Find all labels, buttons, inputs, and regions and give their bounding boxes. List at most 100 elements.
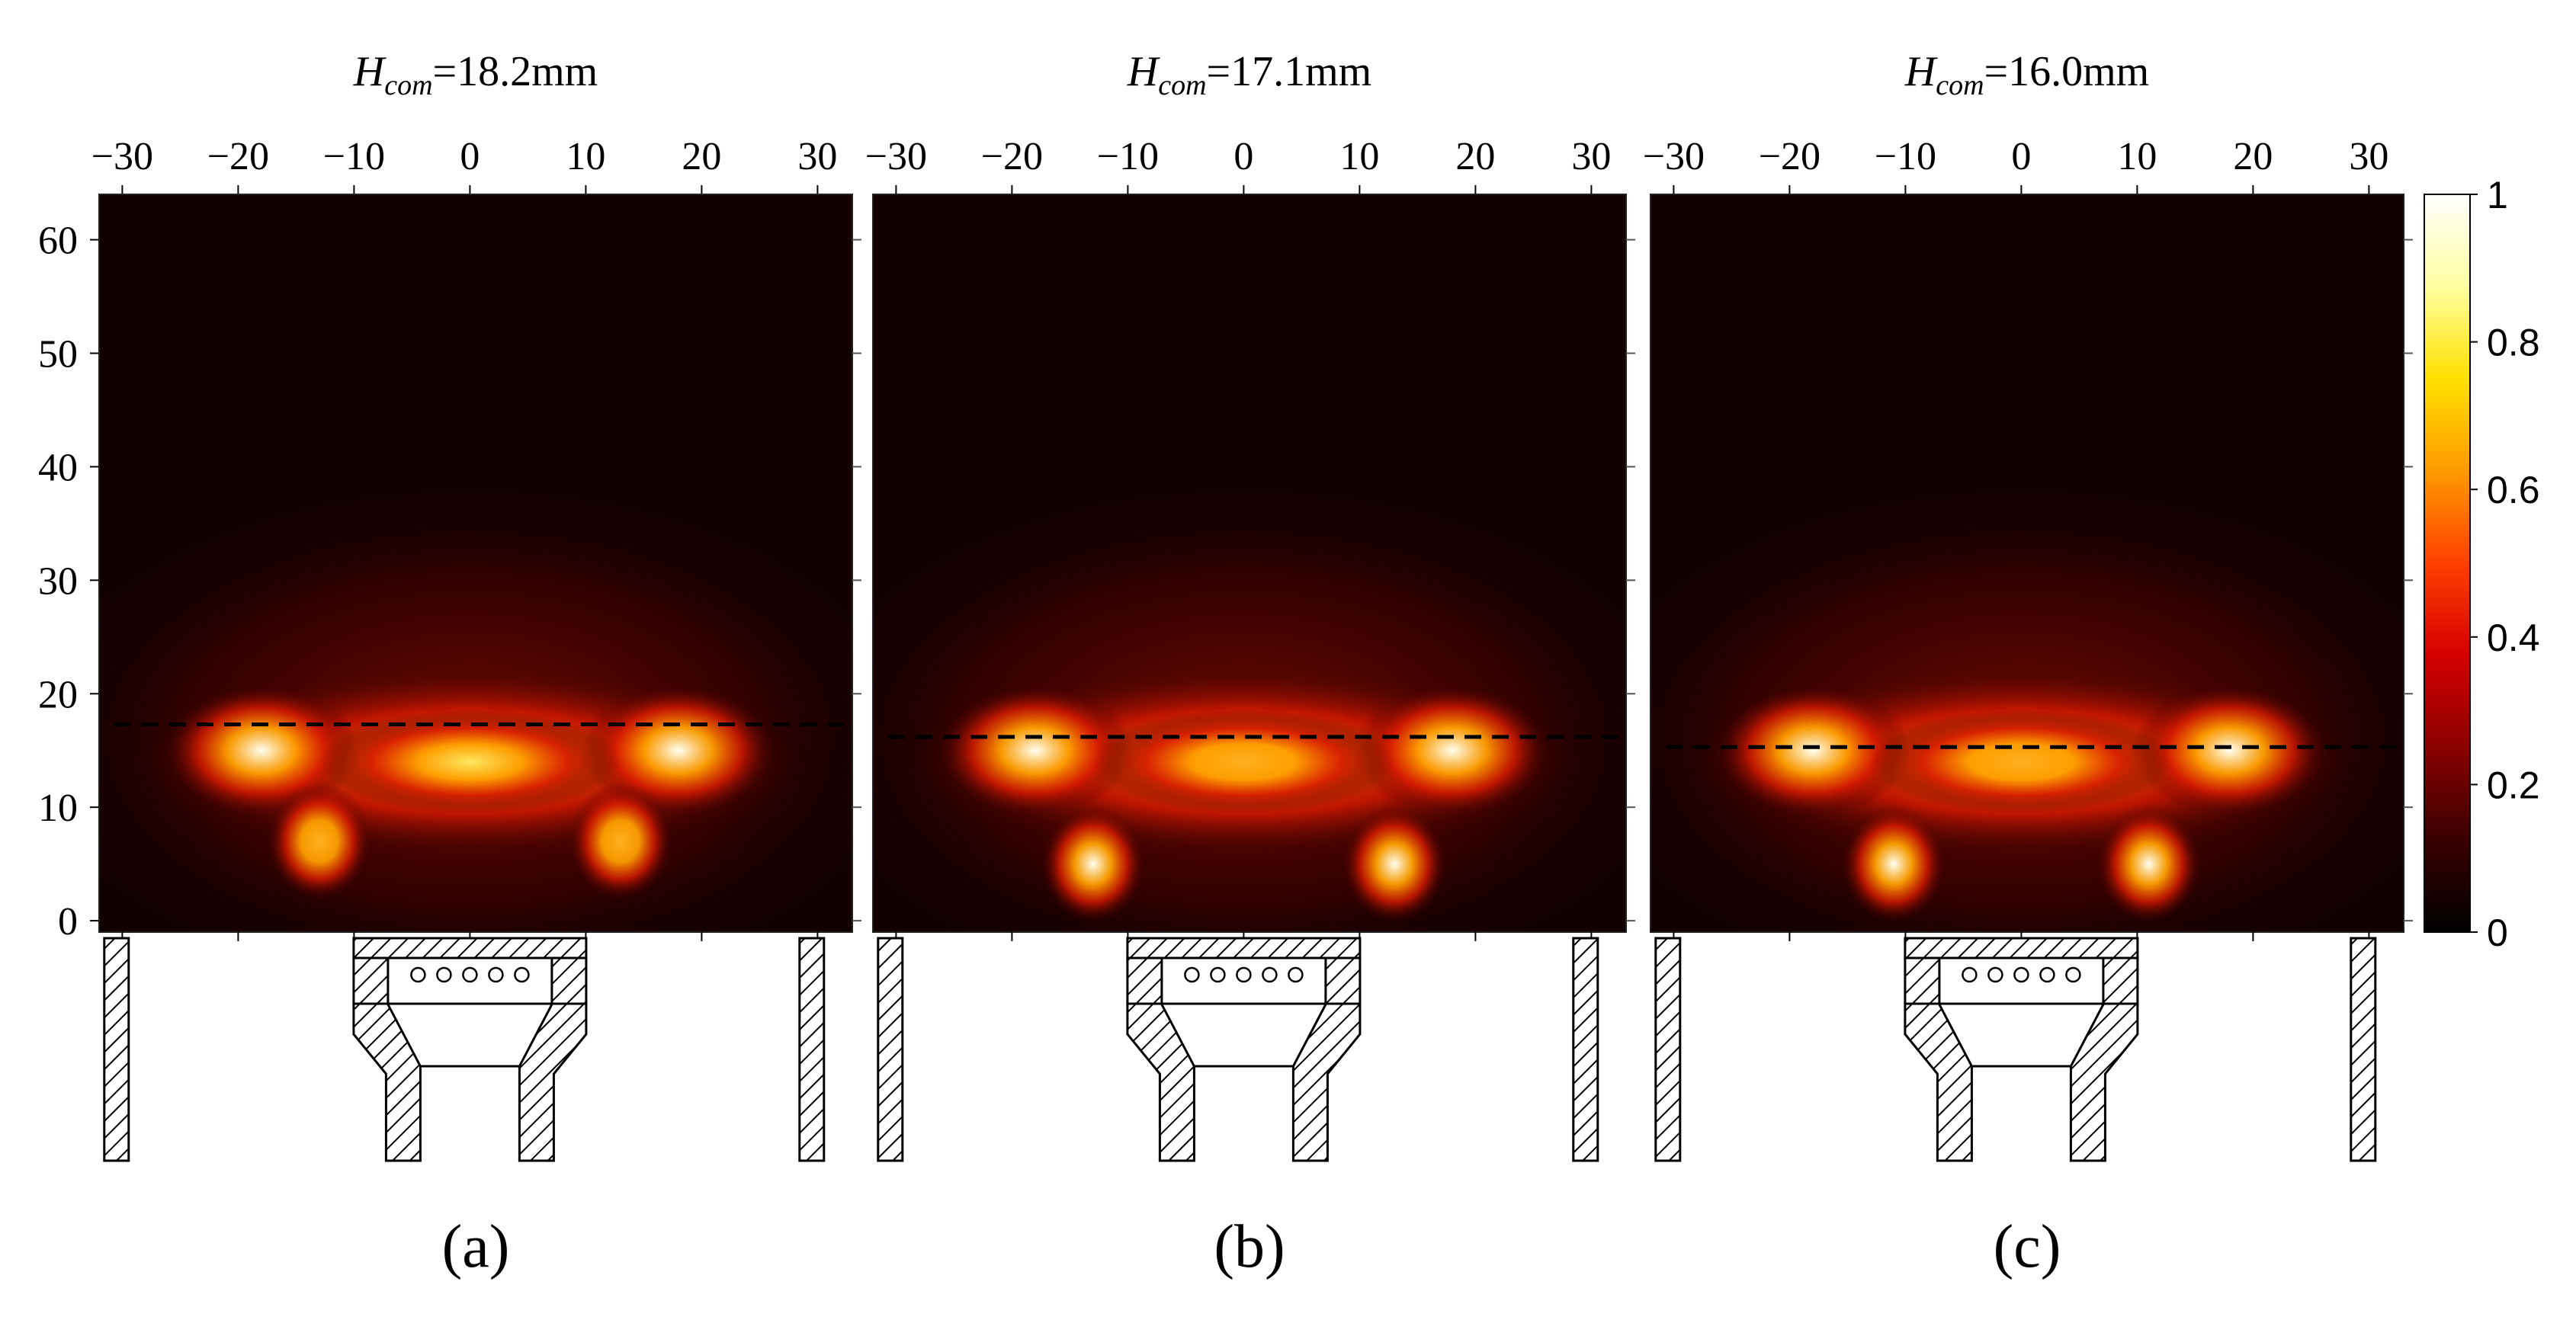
outer-wall	[2350, 937, 2377, 1162]
y-tick-label: 30	[38, 559, 78, 603]
flange-left	[1126, 956, 1163, 1005]
heatmap-hotspot	[937, 684, 1134, 817]
colorbar-tick-label: 0.4	[2487, 617, 2540, 659]
nozzle-left-wall	[1904, 1002, 1973, 1162]
nozzle-right-wall	[1291, 1002, 1362, 1162]
swirler-hole	[1288, 966, 1304, 983]
panel-c: −30 −20 −10 0 10 20 30 Hcom=16.0mm (c)	[1643, 48, 2413, 1280]
burner-sketch	[103, 937, 826, 1162]
colorbar-tick-label: 0.2	[2487, 764, 2540, 806]
swirler-plate	[1126, 937, 1362, 960]
colorbar-tick-label: 0.6	[2487, 469, 2540, 511]
y-tick-label: 40	[38, 446, 78, 489]
colorbar-tick-label: 0.8	[2487, 322, 2540, 364]
panels-group: −30 −20 −10 0 10 20 30 0 10 20 30 40 50 60 Hcom=18.2mm…	[38, 48, 2413, 1280]
flange-right	[1324, 956, 1362, 1005]
panel-title: Hcom=16.0mm	[1904, 48, 2149, 101]
x-tick-label: −20	[1759, 135, 1821, 178]
x-tick-label: −10	[1875, 135, 1936, 178]
heatmap-hotspot	[2096, 805, 2202, 924]
panel-label: (a)	[442, 1213, 510, 1280]
swirler-hole	[410, 966, 426, 983]
colorbar-gradient	[2424, 194, 2471, 933]
y-tick-label: 0	[58, 900, 78, 944]
flange-right	[2102, 956, 2139, 1005]
x-tick-label: −30	[91, 135, 153, 178]
heatmap-hotspot	[319, 710, 621, 814]
burner-sketch	[877, 937, 1599, 1162]
x-tick-label: −20	[207, 135, 269, 178]
nozzle-left-wall	[1126, 1002, 1195, 1162]
panel-a: −30 −20 −10 0 10 20 30 0 10 20 30 40 50 60 Hcom=18.2mm…	[38, 48, 861, 1280]
x-tick-label: 30	[1571, 135, 1611, 178]
flange-right	[550, 956, 588, 1005]
heatmap-hotspot	[1870, 710, 2172, 814]
x-tick-label: 10	[2117, 135, 2157, 178]
swirler-hole	[2039, 966, 2055, 983]
plot-frame	[872, 194, 1627, 933]
heatmap-hotspot	[266, 782, 372, 901]
swirler-hole	[514, 966, 530, 983]
panel-label: (b)	[1214, 1213, 1285, 1280]
x-tick-label: 20	[682, 135, 721, 178]
x-tick-label: 0	[2011, 135, 2031, 178]
x-tick-label: −30	[865, 135, 927, 178]
panel-label: (c)	[1994, 1213, 2061, 1280]
nozzle-right-wall	[2069, 1002, 2139, 1162]
y-tick-label: 60	[38, 219, 78, 263]
swirler-plate	[1904, 937, 2139, 960]
heatmap-hotspot	[2132, 684, 2328, 817]
heatmap	[873, 473, 1626, 932]
panel-b: −30 −20 −10 0 10 20 30 Hcom=17.1mm (b)	[865, 48, 1635, 1280]
y-tick-label: 10	[38, 787, 78, 830]
swirler-plate	[352, 937, 588, 960]
x-tick-label: 10	[566, 135, 605, 178]
colorbar: 0 0.2 0.4 0.6 0.8 1	[2424, 174, 2540, 954]
heatmap-hotspot	[1354, 684, 1551, 817]
heatmap	[1651, 473, 2404, 932]
swirler-hole	[436, 966, 452, 983]
swirler-hole	[462, 966, 478, 983]
heatmap-hotspot	[1715, 684, 1911, 817]
swirler-hole	[488, 966, 504, 983]
panel-title: Hcom=17.1mm	[1127, 48, 1371, 101]
x-tick-label: −30	[1643, 135, 1705, 178]
heatmap	[99, 473, 852, 932]
swirler-hole	[1987, 966, 2003, 983]
x-tick-label: 20	[1455, 135, 1495, 178]
x-tick-label: 30	[797, 135, 837, 178]
heatmap-hotspot	[1092, 710, 1394, 814]
swirler-hole	[1962, 966, 1978, 983]
x-tick-label: −10	[323, 135, 385, 178]
nozzle-left-wall	[352, 1002, 422, 1162]
flange-left	[352, 956, 390, 1005]
x-tick-label: 0	[1233, 135, 1253, 178]
y-tick-label: 20	[38, 673, 78, 716]
heatmap-hotspot	[567, 782, 674, 901]
x-tick-label: 30	[2349, 135, 2388, 178]
swirler-hole	[2065, 966, 2081, 983]
x-tick-label: −10	[1097, 135, 1159, 178]
outer-wall	[877, 937, 904, 1162]
colorbar-tick-label: 1	[2487, 174, 2508, 216]
swirler-hole	[1262, 966, 1278, 983]
x-tick-label: 0	[460, 135, 480, 178]
nozzle-right-wall	[518, 1002, 588, 1162]
heatmap-hotspot	[1841, 805, 1947, 924]
heatmap-hotspot	[1040, 805, 1146, 924]
burner-sketch	[1654, 937, 2377, 1162]
outer-wall	[798, 937, 826, 1162]
colorbar-tick-label: 0	[2487, 912, 2508, 954]
outer-wall	[1654, 937, 1682, 1162]
swirler-hole	[2013, 966, 2029, 983]
flange-left	[1904, 956, 1941, 1005]
heatmap-hotspot	[1341, 805, 1448, 924]
swirler-hole	[1184, 966, 1200, 983]
plot-frame	[98, 194, 853, 933]
outer-wall	[1572, 937, 1599, 1162]
x-tick-label: −20	[981, 135, 1043, 178]
outer-wall	[103, 937, 130, 1162]
swirler-hole	[1210, 966, 1226, 983]
y-tick-label: 50	[38, 332, 78, 376]
